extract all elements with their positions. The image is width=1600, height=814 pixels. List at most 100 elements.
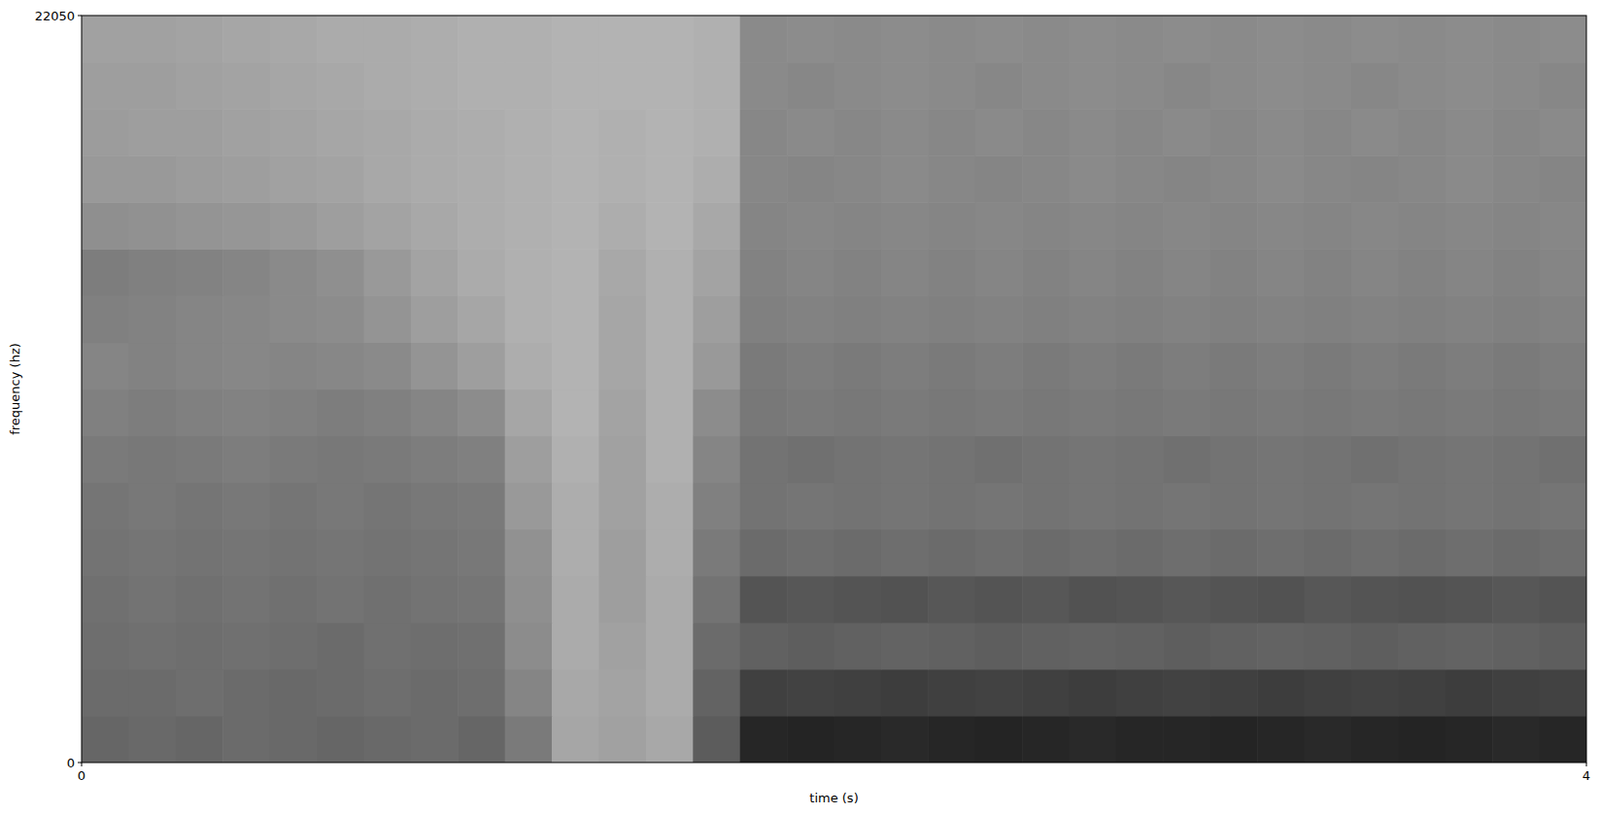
cell: [975, 202, 1023, 250]
cell: [1397, 529, 1446, 578]
cell: [692, 108, 741, 157]
cell: [1539, 715, 1587, 763]
cell: [1304, 622, 1353, 671]
cell: [1351, 622, 1399, 671]
cell: [1351, 576, 1399, 624]
cell: [692, 436, 741, 484]
cell: [786, 248, 835, 297]
cell: [363, 248, 411, 297]
cell: [1069, 482, 1118, 531]
cell: [1539, 202, 1587, 250]
cell: [1116, 341, 1164, 390]
cell: [1304, 295, 1353, 343]
cell: [1492, 341, 1540, 390]
cell: [81, 62, 130, 110]
cell: [410, 295, 459, 343]
cell: [646, 576, 694, 624]
cell: [786, 202, 835, 250]
cell: [1492, 669, 1540, 717]
cell: [1445, 669, 1494, 717]
cell: [1162, 669, 1211, 717]
cell: [457, 715, 506, 763]
cell: [1069, 15, 1118, 64]
cell: [692, 622, 741, 671]
cell: [1116, 108, 1164, 157]
cell: [598, 248, 647, 297]
cell: [692, 341, 741, 390]
cell: [316, 576, 365, 624]
cell: [1304, 389, 1353, 438]
cell: [551, 715, 600, 763]
cell: [1539, 529, 1587, 578]
cell: [1210, 15, 1259, 64]
cell: [1210, 108, 1259, 157]
cell: [927, 715, 976, 763]
cell: [1397, 341, 1446, 390]
cell: [81, 15, 130, 64]
cell: [1210, 248, 1259, 297]
cell: [927, 389, 976, 438]
cell: [410, 62, 459, 110]
cell: [222, 15, 271, 64]
cell: [692, 669, 741, 717]
cell: [1445, 248, 1494, 297]
cell: [1210, 715, 1259, 763]
cell: [1257, 529, 1305, 578]
cell: [740, 669, 788, 717]
cell: [598, 482, 647, 531]
cell: [1257, 341, 1305, 390]
cell: [1492, 715, 1540, 763]
cell: [881, 295, 929, 343]
cell: [363, 15, 411, 64]
cell: [457, 295, 506, 343]
cell: [270, 715, 318, 763]
cell: [1210, 576, 1259, 624]
cell: [410, 576, 459, 624]
cell: [551, 669, 600, 717]
cell: [175, 248, 224, 297]
cell: [975, 715, 1023, 763]
y-tick: [77, 15, 82, 17]
cell: [410, 202, 459, 250]
cell: [786, 622, 835, 671]
cell: [1021, 202, 1070, 250]
cell: [551, 622, 600, 671]
cell: [551, 155, 600, 204]
cell: [1445, 202, 1494, 250]
y-tick: [77, 762, 82, 764]
cell: [834, 248, 883, 297]
cell: [1069, 622, 1118, 671]
cell: [1445, 482, 1494, 531]
cell: [975, 15, 1023, 64]
cell: [1257, 669, 1305, 717]
cell: [505, 15, 553, 64]
cell: [1257, 482, 1305, 531]
cell: [222, 62, 271, 110]
cell: [1304, 248, 1353, 297]
cell: [834, 622, 883, 671]
cell: [222, 576, 271, 624]
cell: [363, 108, 411, 157]
cell: [128, 108, 176, 157]
cell: [316, 436, 365, 484]
cell: [646, 62, 694, 110]
cell: [881, 576, 929, 624]
cell: [81, 482, 130, 531]
cell: [363, 389, 411, 438]
cell: [551, 202, 600, 250]
cell: [881, 341, 929, 390]
cell: [598, 202, 647, 250]
cell: [786, 341, 835, 390]
cell: [1116, 482, 1164, 531]
cell: [598, 15, 647, 64]
cell: [81, 155, 130, 204]
cell: [81, 295, 130, 343]
cell: [222, 108, 271, 157]
cell: [598, 155, 647, 204]
cell: [222, 529, 271, 578]
cell: [1162, 62, 1211, 110]
cell: [646, 389, 694, 438]
cell: [1162, 341, 1211, 390]
cell: [881, 155, 929, 204]
cell: [1116, 202, 1164, 250]
